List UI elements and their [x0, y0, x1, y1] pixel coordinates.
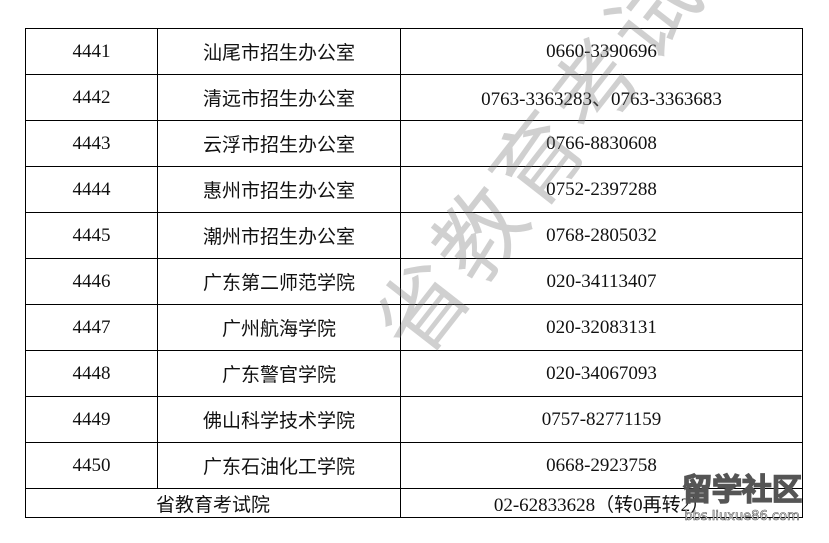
phone-cell: 0757-82771159: [400, 396, 803, 443]
phone-cell: 0763-3363283、0763-3363683: [400, 74, 803, 121]
table-row: 4444 惠州市招生办公室 0752-2397288: [25, 166, 803, 213]
phone-cell: 0660-3390696: [400, 28, 803, 75]
footer-row: 省教育考试院 02-62833628（转0再转2）: [25, 488, 803, 518]
logo-url: bbs.liuxue86.com: [684, 509, 800, 525]
phone-cell: 0768-2805032: [400, 212, 803, 259]
phone-cell: 02-62833628（转0再转2）: [400, 488, 803, 518]
name-cell: 省教育考试院: [25, 488, 401, 518]
table-row: 4446 广东第二师范学院 020-34113407: [25, 258, 803, 305]
table-row: 4442 清远市招生办公室 0763-3363283、0763-3363683: [25, 74, 803, 121]
contact-table: 4441 汕尾市招生办公室 0660-3390696 4442 清远市招生办公室 0763…: [25, 28, 803, 518]
name-cell: 佛山科学技术学院: [157, 396, 401, 443]
table-row: 4441 汕尾市招生办公室 0660-3390696: [25, 28, 803, 75]
name-cell: 广东石油化工学院: [157, 442, 401, 489]
table-row: 4443 云浮市招生办公室 0766-8830608: [25, 120, 803, 167]
phone-cell: 020-32083131: [400, 304, 803, 351]
name-cell: 惠州市招生办公室: [157, 166, 401, 213]
code-cell: 4450: [25, 442, 158, 489]
table-row: 4447 广州航海学院 020-32083131: [25, 304, 803, 351]
code-cell: 4442: [25, 74, 158, 121]
phone-cell: 020-34113407: [400, 258, 803, 305]
code-cell: 4447: [25, 304, 158, 351]
name-cell: 广东警官学院: [157, 350, 401, 397]
table-row: 4448 广东警官学院 020-34067093: [25, 350, 803, 397]
code-cell: 4444: [25, 166, 158, 213]
code-cell: 4449: [25, 396, 158, 443]
phone-cell: 0752-2397288: [400, 166, 803, 213]
table-row: 4445 潮州市招生办公室 0768-2805032: [25, 212, 803, 259]
table-row: 4449 佛山科学技术学院 0757-82771159: [25, 396, 803, 443]
name-cell: 广州航海学院: [157, 304, 401, 351]
code-cell: 4443: [25, 120, 158, 167]
table-row: 4450 广东石油化工学院 0668-2923758: [25, 442, 803, 489]
name-cell: 清远市招生办公室: [157, 74, 401, 121]
logo-title: 留学社区: [681, 472, 803, 509]
name-cell: 汕尾市招生办公室: [157, 28, 401, 75]
table-body: 4441 汕尾市招生办公室 0660-3390696 4442 清远市招生办公室 0763…: [25, 28, 803, 518]
name-cell: 广东第二师范学院: [157, 258, 401, 305]
code-cell: 4446: [25, 258, 158, 305]
code-cell: 4445: [25, 212, 158, 259]
phone-cell: 020-34067093: [400, 350, 803, 397]
name-cell: 潮州市招生办公室: [157, 212, 401, 259]
phone-cell: 0766-8830608: [400, 120, 803, 167]
code-cell: 4448: [25, 350, 158, 397]
code-cell: 4441: [25, 28, 158, 75]
logo: 留学社区 bbs.liuxue86.com: [672, 465, 812, 535]
name-cell: 云浮市招生办公室: [157, 120, 401, 167]
